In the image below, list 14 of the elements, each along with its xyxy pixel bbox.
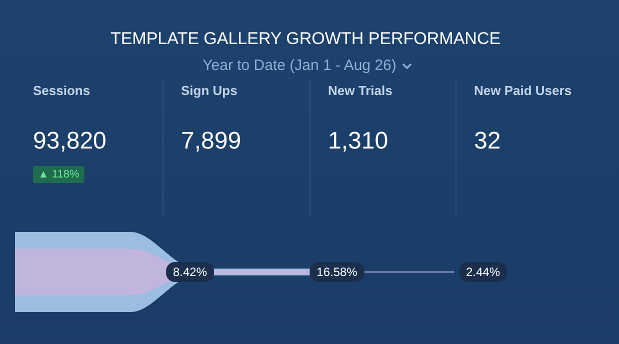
data-label: 1,310 [328, 128, 388, 154]
category-label: Sign Ups [181, 83, 238, 98]
text: 8.42% [172, 265, 208, 279]
category-label: New Trials [328, 83, 392, 98]
category-label: Sessions [33, 83, 90, 98]
text: TEMPLATE GALLERY GROWTH PERFORMANCE [110, 29, 501, 48]
data-label: 7,899 [181, 128, 242, 154]
data-label: 32 [474, 128, 501, 154]
category-label: New Paid Users [474, 83, 572, 98]
text: Year to Date (Jan 1 - Aug 26) [202, 57, 396, 74]
text: 2.44% [466, 265, 500, 279]
text: 16.58% [316, 265, 358, 279]
data-label: 93,820 [33, 128, 106, 154]
text: ▲ 118% [38, 168, 80, 180]
